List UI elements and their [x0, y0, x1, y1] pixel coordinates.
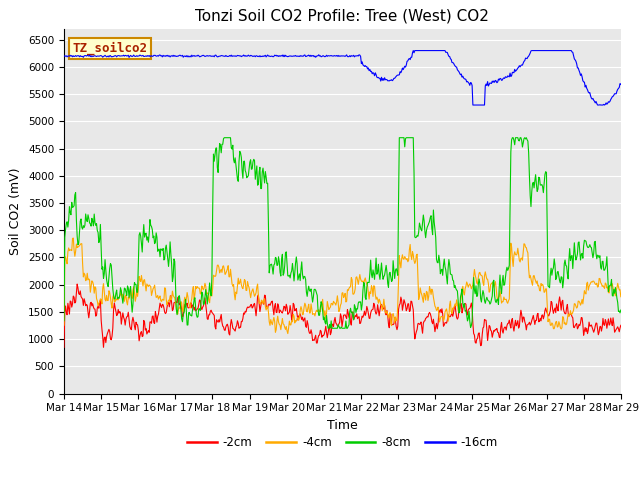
- Y-axis label: Soil CO2 (mV): Soil CO2 (mV): [10, 168, 22, 255]
- Title: Tonzi Soil CO2 Profile: Tree (West) CO2: Tonzi Soil CO2 Profile: Tree (West) CO2: [195, 9, 490, 24]
- X-axis label: Time: Time: [327, 419, 358, 432]
- Legend: -2cm, -4cm, -8cm, -16cm: -2cm, -4cm, -8cm, -16cm: [182, 431, 502, 454]
- Text: TZ_soilco2: TZ_soilco2: [72, 42, 147, 55]
